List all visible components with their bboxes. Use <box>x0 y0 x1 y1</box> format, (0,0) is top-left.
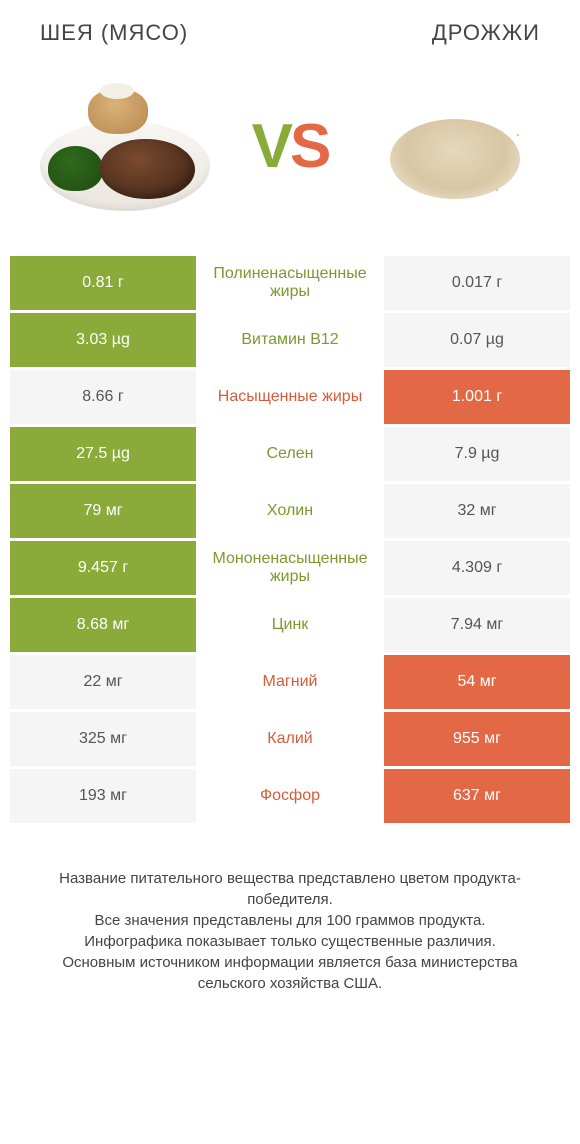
left-value: 193 мг <box>10 769 196 823</box>
table-row: 9.457 гМононенасыщенные жиры4.309 г <box>10 541 570 595</box>
vs-s: S <box>290 112 328 181</box>
table-row: 22 мгМагний54 мг <box>10 655 570 709</box>
footnote-line: Название питательного вещества представл… <box>59 870 521 908</box>
right-value: 7.94 мг <box>384 598 570 652</box>
footnote-line: Основным источником информации является … <box>62 954 517 992</box>
nutrient-label: Магний <box>196 655 384 709</box>
infographic-container: ШЕЯ (МЯСО) ДРОЖЖИ VS 0.81 гПолиненасыщен… <box>0 0 580 994</box>
left-value: 22 мг <box>10 655 196 709</box>
left-value: 3.03 µg <box>10 313 196 367</box>
footnote-line: Все значения представлены для 100 граммо… <box>95 912 486 929</box>
right-value: 54 мг <box>384 655 570 709</box>
left-value: 27.5 µg <box>10 427 196 481</box>
left-value: 79 мг <box>10 484 196 538</box>
table-row: 0.81 гПолиненасыщенные жиры0.017 г <box>10 256 570 310</box>
table-row: 8.68 мгЦинк7.94 мг <box>10 598 570 652</box>
nutrient-label: Фосфор <box>196 769 384 823</box>
vs-v: V <box>252 112 290 181</box>
right-value: 0.07 µg <box>384 313 570 367</box>
right-value: 637 мг <box>384 769 570 823</box>
vs-label: VS <box>252 111 329 182</box>
nutrient-label: Холин <box>196 484 384 538</box>
nutrient-label: Калий <box>196 712 384 766</box>
left-product-title: ШЕЯ (МЯСО) <box>40 20 188 46</box>
comparison-table: 0.81 гПолиненасыщенные жиры0.017 г3.03 µ… <box>10 256 570 823</box>
right-product-title: ДРОЖЖИ <box>432 20 540 46</box>
table-row: 193 мгФосфор637 мг <box>10 769 570 823</box>
right-value: 0.017 г <box>384 256 570 310</box>
left-product-image <box>30 71 220 221</box>
right-product-image <box>360 71 550 221</box>
table-row: 3.03 µgВитамин B120.07 µg <box>10 313 570 367</box>
left-value: 9.457 г <box>10 541 196 595</box>
nutrient-label: Селен <box>196 427 384 481</box>
footnote-line: Инфографика показывает только существенн… <box>84 933 496 950</box>
table-row: 8.66 гНасыщенные жиры1.001 г <box>10 370 570 424</box>
right-value: 4.309 г <box>384 541 570 595</box>
table-row: 325 мгКалий955 мг <box>10 712 570 766</box>
left-value: 8.68 мг <box>10 598 196 652</box>
nutrient-label: Мононенасыщенные жиры <box>196 541 384 595</box>
left-value: 325 мг <box>10 712 196 766</box>
right-value: 955 мг <box>384 712 570 766</box>
nutrient-label: Насыщенные жиры <box>196 370 384 424</box>
left-value: 0.81 г <box>10 256 196 310</box>
images-row: VS <box>0 56 580 256</box>
table-row: 27.5 µgСелен7.9 µg <box>10 427 570 481</box>
table-row: 79 мгХолин32 мг <box>10 484 570 538</box>
header: ШЕЯ (МЯСО) ДРОЖЖИ <box>0 0 580 56</box>
right-value: 32 мг <box>384 484 570 538</box>
nutrient-label: Витамин B12 <box>196 313 384 367</box>
left-value: 8.66 г <box>10 370 196 424</box>
footnote: Название питательного вещества представл… <box>30 868 550 994</box>
right-value: 1.001 г <box>384 370 570 424</box>
nutrient-label: Полиненасыщенные жиры <box>196 256 384 310</box>
right-value: 7.9 µg <box>384 427 570 481</box>
nutrient-label: Цинк <box>196 598 384 652</box>
